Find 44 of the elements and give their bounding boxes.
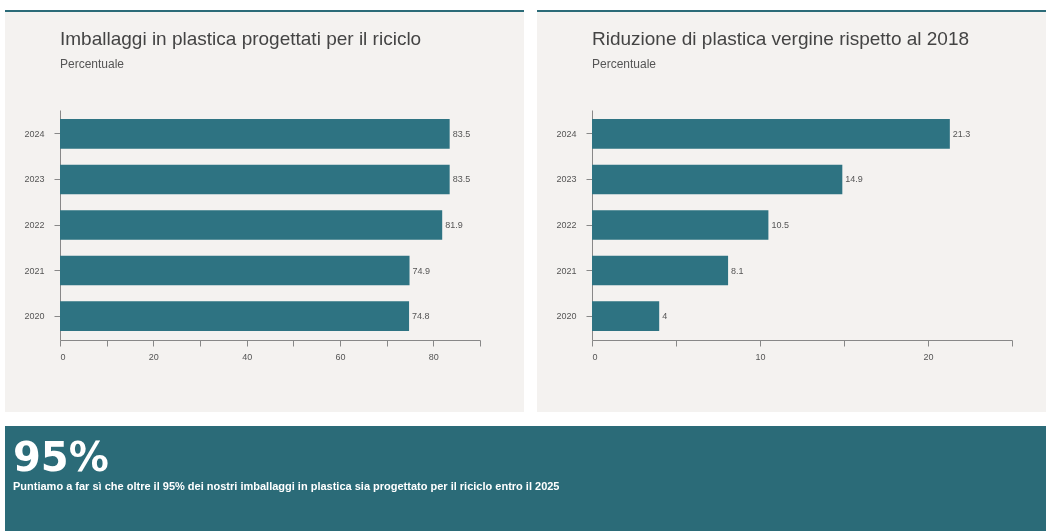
x-tick-label: 0 <box>60 351 66 362</box>
bar <box>592 210 769 240</box>
data-label: 4 <box>662 311 668 322</box>
bar <box>592 301 660 331</box>
data-label: 74.9 <box>412 265 431 276</box>
bar <box>592 255 729 286</box>
y-tick-label: 2023 <box>24 174 45 185</box>
y-tick-label: 2024 <box>24 128 45 139</box>
data-label: 81.9 <box>445 220 463 230</box>
data-label: 10.5 <box>771 220 789 230</box>
data-label: 74.8 <box>412 311 430 322</box>
y-tick-label: 2021 <box>556 265 577 276</box>
x-tick-label: 20 <box>148 351 159 362</box>
y-tick-label: 2022 <box>556 220 577 230</box>
bar <box>60 119 450 149</box>
text: 95% <box>13 434 109 480</box>
x-tick-label: 0 <box>592 351 598 362</box>
x-tick-label: 40 <box>242 351 253 362</box>
y-tick-label: 2024 <box>556 128 577 139</box>
y-tick-label: 2020 <box>556 311 577 322</box>
text: Puntiamo a far sì che oltre il 95% dei nostri imballaggi in plastica sia progettato per il riciclo entro il 2025 <box>13 480 560 492</box>
x-tick-label: 10 <box>755 351 766 362</box>
x-tick-label: 20 <box>923 351 934 362</box>
bar <box>60 301 410 331</box>
x-tick-label: 80 <box>428 351 439 362</box>
y-tick-label: 2021 <box>24 265 45 276</box>
bar <box>592 119 950 149</box>
chart-subtitle: Percentuale <box>592 57 657 71</box>
data-label: 14.9 <box>845 174 863 185</box>
data-label: 83.5 <box>452 174 471 185</box>
data-label: 83.5 <box>452 128 471 139</box>
chart-title: Imballaggi in plastica progettati per il riciclo <box>60 28 422 49</box>
y-tick-label: 2022 <box>24 220 45 230</box>
bar <box>60 255 410 286</box>
chart-subtitle: Percentuale <box>60 57 125 71</box>
data-label: 21.3 <box>952 128 971 139</box>
bar <box>60 164 450 195</box>
y-tick-label: 2023 <box>556 174 577 185</box>
chart-title: Riduzione di plastica vergine rispetto al 2018 <box>592 28 970 49</box>
bar <box>592 164 843 195</box>
x-tick-label: 60 <box>335 351 346 362</box>
data-label: 8.1 <box>731 265 744 276</box>
y-tick-label: 2020 <box>24 311 45 322</box>
bar <box>60 210 443 240</box>
